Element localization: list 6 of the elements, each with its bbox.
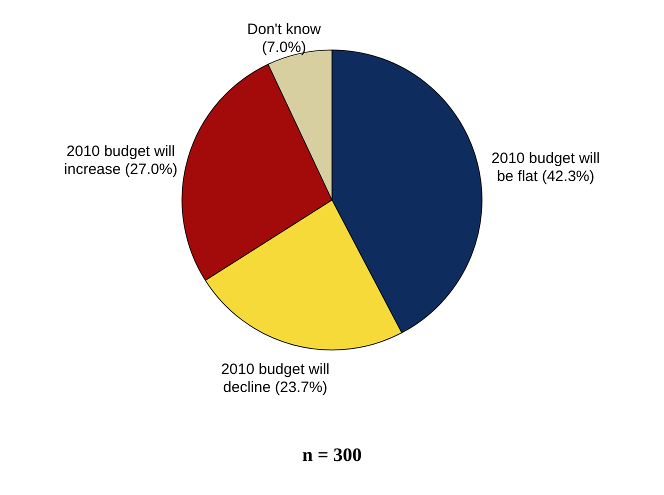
slice-label: 2010 budget will increase (27.0%): [64, 143, 178, 178]
slice-label: Don't know: [247, 21, 322, 38]
slice-label: 2010 budget will decline (23.7%): [221, 361, 330, 396]
text: n = 300: [302, 445, 362, 466]
data-label: (7.0%): [262, 39, 306, 56]
slice-label: 2010 budget will be flat (42.3%): [491, 150, 600, 186]
